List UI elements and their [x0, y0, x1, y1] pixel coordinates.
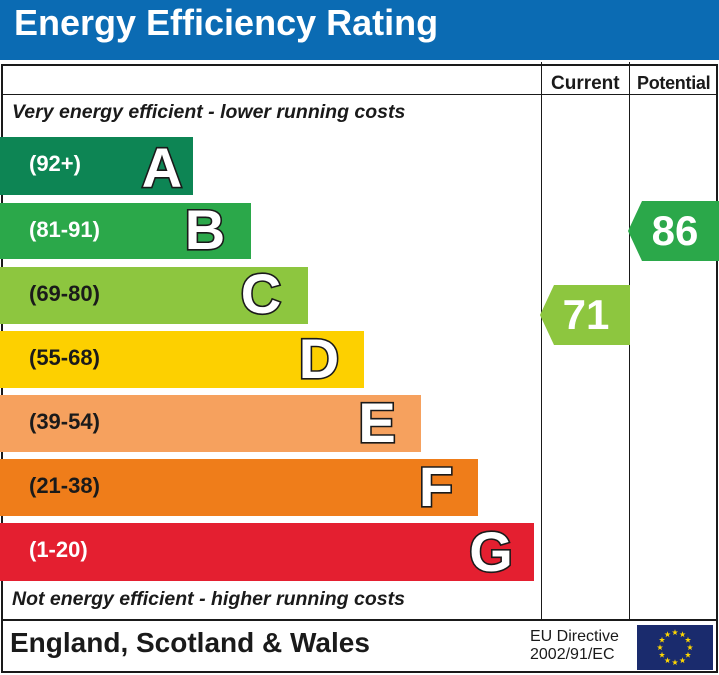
- svg-text:A: A: [142, 136, 182, 199]
- svg-text:86: 86: [652, 207, 699, 254]
- svg-text:71: 71: [563, 291, 610, 338]
- svg-text:F: F: [419, 455, 453, 518]
- svg-text:E: E: [358, 391, 395, 454]
- svg-text:B: B: [185, 198, 225, 261]
- svg-text:D: D: [299, 327, 339, 390]
- svg-text:C: C: [241, 262, 281, 325]
- svg-text:G: G: [469, 520, 513, 583]
